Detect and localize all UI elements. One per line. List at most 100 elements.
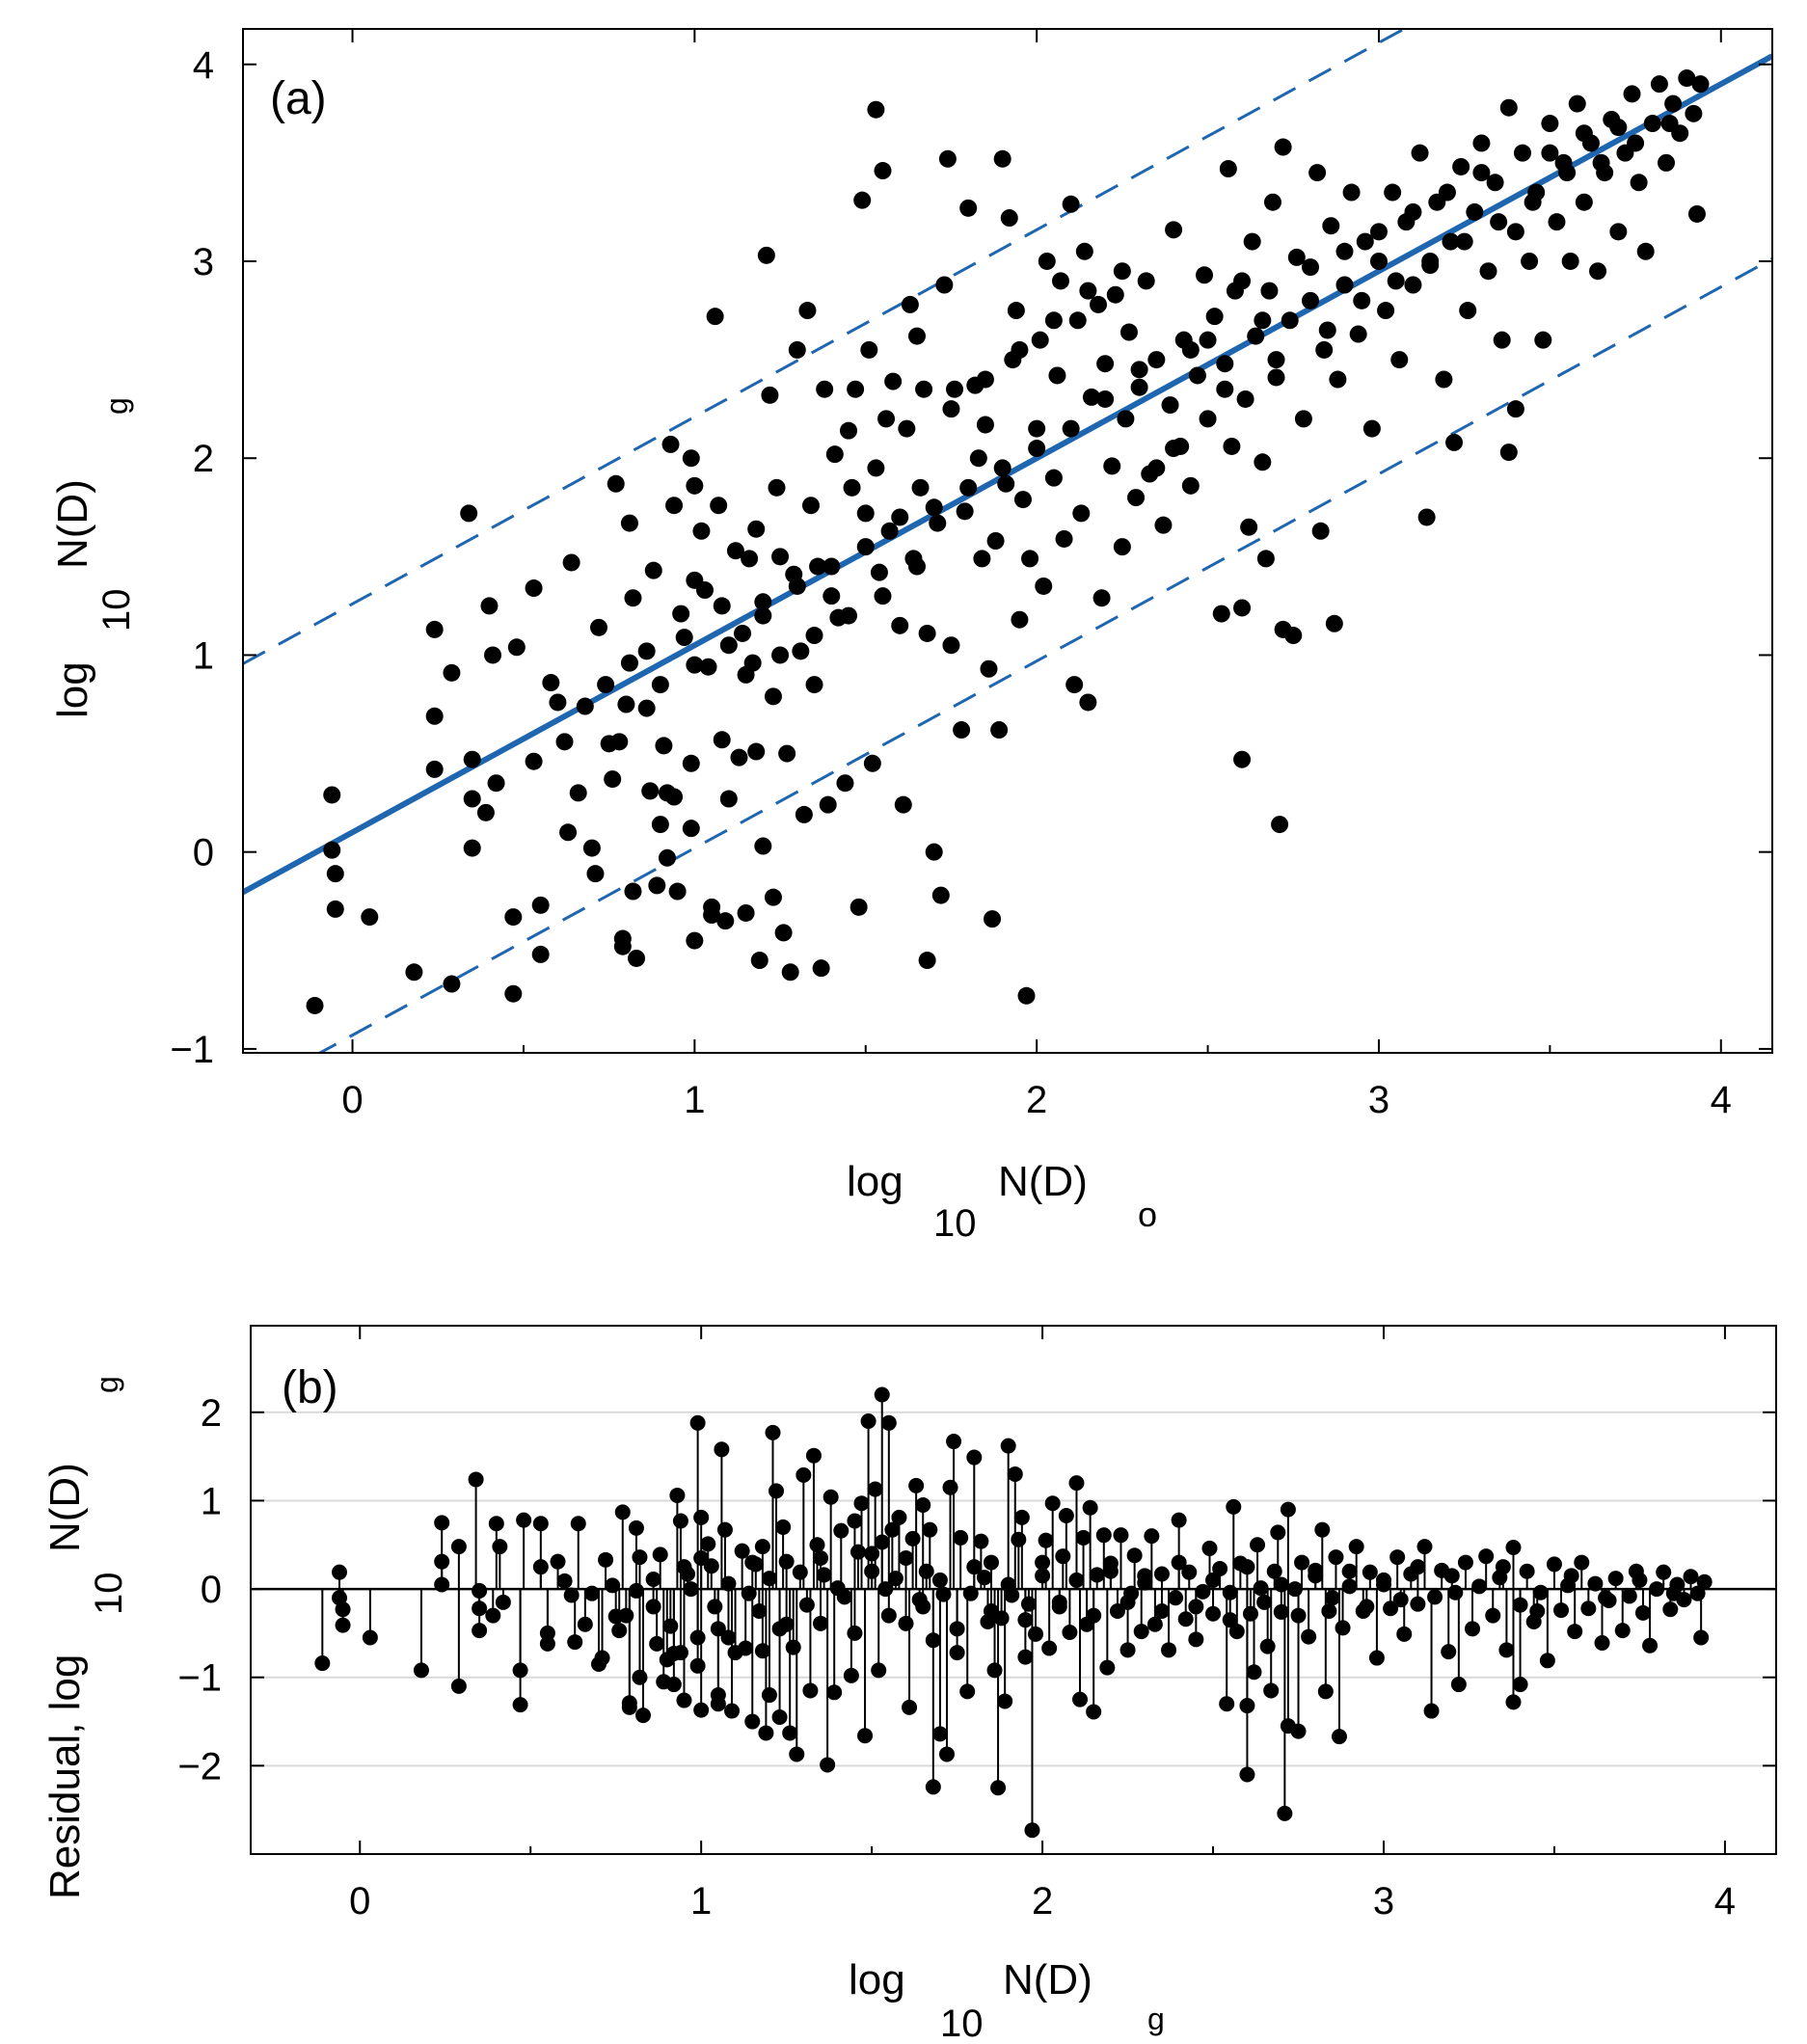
stem-marker — [1113, 1527, 1129, 1544]
stem-marker — [898, 1615, 914, 1631]
panel-a-ylabel-mid: N(D) — [49, 479, 96, 569]
scatter-point — [672, 605, 690, 623]
scatter-point — [847, 380, 865, 398]
stem-marker — [1246, 1664, 1262, 1681]
scatter-point — [850, 898, 868, 916]
stem-marker — [512, 1662, 528, 1679]
stem-marker — [1239, 1766, 1255, 1783]
stem-marker — [1553, 1602, 1570, 1619]
scatter-point — [323, 841, 341, 859]
stem-marker — [710, 1621, 726, 1637]
stem-marker — [843, 1667, 859, 1683]
scatter-point — [648, 876, 666, 895]
scatter-point — [710, 497, 728, 515]
scatter-point — [1541, 115, 1559, 133]
scatter-point — [946, 380, 964, 398]
stem-marker — [953, 1529, 969, 1546]
scatter-point — [726, 542, 744, 560]
scatter-point — [425, 760, 444, 778]
stem-marker — [949, 1645, 965, 1661]
stem-marker — [492, 1539, 508, 1555]
stem-marker — [1683, 1569, 1699, 1585]
stem-marker — [1598, 1590, 1614, 1606]
scatter-point — [1287, 248, 1306, 266]
stem-marker — [1656, 1564, 1672, 1580]
x-tick-label: 2 — [1026, 1079, 1047, 1121]
stem-marker — [959, 1683, 976, 1700]
x-tick-label: 1 — [684, 1079, 705, 1121]
stem-marker — [1041, 1640, 1058, 1656]
y-tick-label: 2 — [193, 438, 214, 480]
scatter-point — [1196, 266, 1214, 284]
stem-marker — [1362, 1564, 1378, 1580]
scatter-point — [1243, 232, 1261, 251]
stem-marker — [754, 1539, 770, 1555]
scatter-point — [993, 149, 1011, 168]
scatter-point — [1411, 144, 1429, 162]
scatter-point — [1472, 134, 1491, 152]
stem-marker — [1228, 1624, 1245, 1640]
scatter-point — [425, 707, 444, 725]
stem-marker — [744, 1554, 761, 1571]
scatter-point — [823, 557, 841, 576]
stem-marker — [645, 1599, 661, 1615]
stem-marker — [796, 1466, 812, 1483]
scatter-point — [1011, 340, 1029, 359]
stem-marker — [1634, 1604, 1651, 1621]
scatter-point — [686, 931, 704, 950]
stem-marker — [672, 1513, 688, 1529]
stem-marker — [1383, 1600, 1399, 1617]
scatter-point — [405, 963, 423, 982]
scatter-point — [980, 659, 998, 678]
stem-marker — [611, 1623, 628, 1639]
stem-marker — [744, 1713, 761, 1730]
scatter-point — [719, 790, 738, 808]
upper-bound-line — [243, 29, 1408, 665]
scatter-point — [942, 400, 960, 418]
scatter-point — [1687, 204, 1706, 223]
stem-marker — [826, 1684, 843, 1701]
stem-marker — [1368, 1650, 1385, 1666]
stem-marker — [1331, 1729, 1347, 1745]
panel-b-stems — [314, 1386, 1713, 1839]
scatter-point — [1038, 252, 1056, 270]
stem-marker — [1256, 1594, 1273, 1610]
stem-marker — [915, 1599, 931, 1615]
panel-a-points — [306, 69, 1710, 1014]
scatter-point — [637, 642, 656, 660]
scatter-point — [1435, 370, 1453, 389]
stem-marker — [902, 1699, 918, 1715]
stem-marker — [1250, 1537, 1266, 1553]
stem-marker — [1242, 1605, 1258, 1622]
scatter-point — [1281, 311, 1299, 330]
scatter-point — [620, 654, 638, 672]
stem-marker — [567, 1634, 583, 1651]
scatter-point — [582, 839, 601, 857]
panel-b-x-axis-label: log 10 N(D) g — [849, 1956, 1165, 2044]
scatter-point — [884, 372, 903, 390]
scatter-point — [907, 327, 926, 345]
stem-marker — [614, 1504, 631, 1520]
stem-marker — [1082, 1499, 1098, 1516]
scatter-point — [1294, 410, 1312, 428]
stem-marker — [488, 1516, 504, 1532]
scatter-point — [1240, 518, 1258, 536]
panel-b-label: (b) — [282, 1362, 338, 1413]
panel-a-axes-box — [242, 28, 1773, 1054]
stem-marker — [1375, 1572, 1391, 1588]
stem-marker — [1485, 1607, 1501, 1624]
stem-marker — [1044, 1495, 1061, 1512]
scatter-point — [856, 538, 875, 556]
stem-marker — [1219, 1696, 1235, 1712]
stem-marker — [676, 1559, 692, 1575]
scatter-point — [706, 308, 724, 326]
stem-marker — [751, 1602, 768, 1619]
scatter-point — [805, 627, 823, 645]
scatter-point — [1513, 144, 1531, 162]
y-tick-label: −2 — [177, 1745, 222, 1788]
scatter-point — [823, 587, 841, 605]
scatter-point — [1558, 164, 1577, 182]
scatter-point — [562, 553, 580, 572]
stem-marker — [512, 1697, 528, 1713]
